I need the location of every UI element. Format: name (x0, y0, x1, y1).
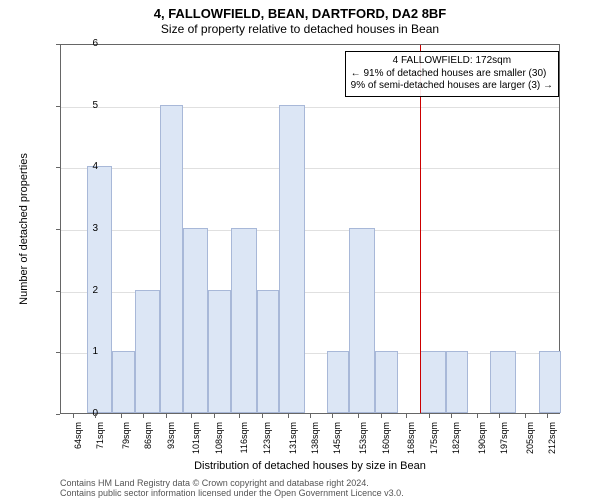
y-tick-mark (56, 352, 60, 353)
annotation-line: ← 91% of detached houses are smaller (30… (351, 68, 553, 81)
histogram-bar (327, 351, 349, 413)
x-tick-label: 64sqm (73, 422, 83, 472)
y-tick-label: 0 (70, 408, 98, 419)
gridline (61, 168, 559, 169)
x-tick-label: 190sqm (477, 422, 487, 472)
histogram-bar (160, 105, 182, 413)
x-tick-mark (381, 414, 382, 418)
x-tick-mark (525, 414, 526, 418)
x-tick-mark (166, 414, 167, 418)
y-tick-mark (56, 44, 60, 45)
x-tick-label: 79sqm (121, 422, 131, 472)
footer-line1: Contains HM Land Registry data © Crown c… (60, 478, 369, 488)
y-tick-mark (56, 414, 60, 415)
annotation-box: 4 FALLOWFIELD: 172sqm← 91% of detached h… (345, 51, 559, 97)
x-tick-mark (288, 414, 289, 418)
x-tick-mark (310, 414, 311, 418)
x-tick-label: 145sqm (332, 422, 342, 472)
x-tick-mark (332, 414, 333, 418)
y-tick-label: 3 (70, 223, 98, 234)
reference-line (420, 45, 421, 413)
y-tick-mark (56, 229, 60, 230)
histogram-bar (183, 228, 209, 413)
annotation-line: 9% of semi-detached houses are larger (3… (351, 80, 553, 93)
plot-area: 4 FALLOWFIELD: 172sqm← 91% of detached h… (60, 44, 560, 414)
histogram-bar (490, 351, 516, 413)
x-tick-mark (121, 414, 122, 418)
x-tick-mark (451, 414, 452, 418)
x-tick-mark (358, 414, 359, 418)
x-tick-mark (547, 414, 548, 418)
annotation-line: 4 FALLOWFIELD: 172sqm (351, 55, 553, 68)
x-tick-label: 212sqm (547, 422, 557, 472)
x-tick-label: 71sqm (95, 422, 105, 472)
x-tick-mark (499, 414, 500, 418)
gridline (61, 107, 559, 108)
x-tick-label: 123sqm (262, 422, 272, 472)
y-axis-label: Number of detached properties (18, 44, 30, 414)
x-tick-label: 86sqm (143, 422, 153, 472)
histogram-bar (257, 290, 279, 413)
histogram-bar (375, 351, 397, 413)
x-tick-mark (477, 414, 478, 418)
x-tick-label: 175sqm (429, 422, 439, 472)
y-tick-label: 1 (70, 346, 98, 357)
histogram-bar (446, 351, 468, 413)
x-tick-label: 138sqm (310, 422, 320, 472)
x-tick-label: 108sqm (214, 422, 224, 472)
x-tick-mark (239, 414, 240, 418)
x-tick-mark (95, 414, 96, 418)
chart-container: 4, FALLOWFIELD, BEAN, DARTFORD, DA2 8BF … (0, 0, 600, 500)
x-tick-mark (429, 414, 430, 418)
x-tick-mark (406, 414, 407, 418)
histogram-bar (539, 351, 561, 413)
histogram-bar (279, 105, 305, 413)
y-tick-label: 2 (70, 285, 98, 296)
x-tick-label: 205sqm (525, 422, 535, 472)
x-tick-mark (214, 414, 215, 418)
footer-attribution: Contains HM Land Registry data © Crown c… (60, 478, 404, 498)
x-tick-mark (191, 414, 192, 418)
y-tick-mark (56, 291, 60, 292)
y-tick-mark (56, 106, 60, 107)
chart-title-line1: 4, FALLOWFIELD, BEAN, DARTFORD, DA2 8BF (0, 6, 600, 21)
x-tick-label: 116sqm (239, 422, 249, 472)
x-tick-label: 160sqm (381, 422, 391, 472)
histogram-bar (135, 290, 161, 413)
y-tick-label: 6 (70, 38, 98, 49)
x-tick-label: 182sqm (451, 422, 461, 472)
chart-title-line2: Size of property relative to detached ho… (0, 22, 600, 36)
gridline (61, 230, 559, 231)
x-tick-label: 93sqm (166, 422, 176, 472)
y-tick-label: 5 (70, 100, 98, 111)
histogram-bar (420, 351, 446, 413)
x-tick-label: 153sqm (358, 422, 368, 472)
x-tick-label: 101sqm (191, 422, 201, 472)
x-tick-label: 168sqm (406, 422, 416, 472)
y-tick-mark (56, 167, 60, 168)
histogram-bar (208, 290, 230, 413)
x-tick-label: 131sqm (288, 422, 298, 472)
footer-line2: Contains public sector information licen… (60, 488, 404, 498)
x-tick-mark (143, 414, 144, 418)
y-tick-label: 4 (70, 161, 98, 172)
x-tick-label: 197sqm (499, 422, 509, 472)
histogram-bar (349, 228, 375, 413)
histogram-bar (231, 228, 257, 413)
x-tick-mark (73, 414, 74, 418)
histogram-bar (112, 351, 134, 413)
x-tick-mark (262, 414, 263, 418)
